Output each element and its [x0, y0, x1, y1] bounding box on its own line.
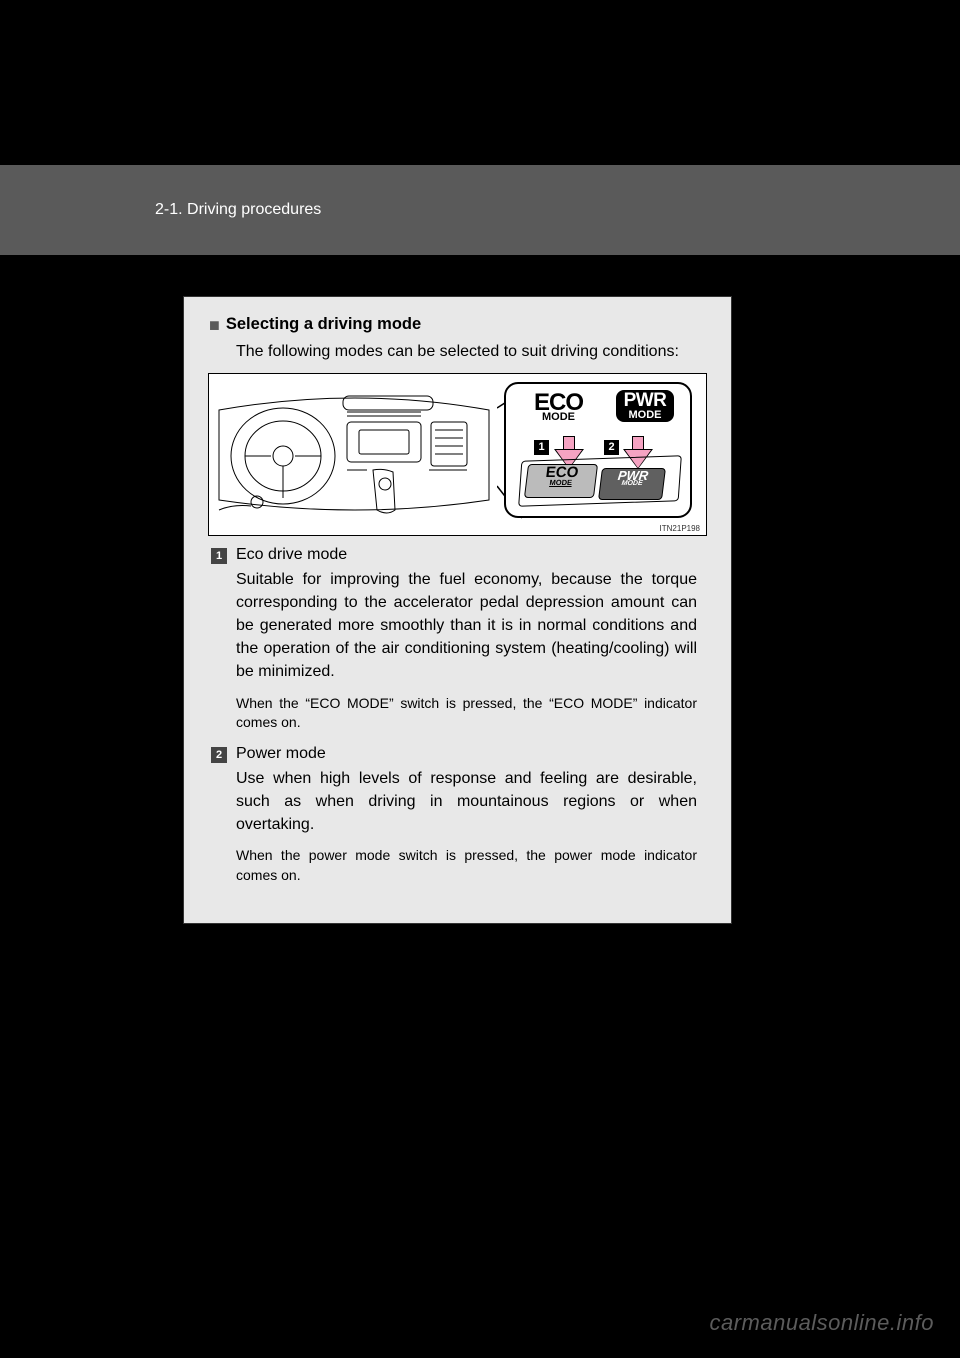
eco-text: ECO [534, 392, 583, 414]
dashboard-lineart [215, 380, 493, 530]
list-item: 1 Eco drive mode [184, 546, 731, 564]
number-marker-2: 2 [211, 747, 227, 763]
pwr-btn-line1: PWR [601, 470, 664, 481]
pwr-mode-button: PWR MODE [598, 468, 666, 500]
square-bullet-icon: ■ [209, 315, 220, 337]
list-item: 2 Power mode [184, 745, 731, 763]
content-panel: ■ Selecting a driving mode The following… [183, 296, 732, 924]
section-header: 2-1. Driving procedures [0, 165, 960, 255]
eco-drive-body: Suitable for improving the fuel economy,… [184, 568, 731, 684]
pwr-mode-text: MODE [616, 410, 674, 420]
intro-text: The following modes can be selected to s… [184, 343, 731, 361]
eco-drive-label: Eco drive mode [236, 546, 347, 564]
number-marker-1: 1 [211, 548, 227, 564]
callout-marker-1: 1 [534, 440, 549, 455]
watermark-text: carmanualsonline.info [709, 1310, 934, 1336]
section-title: Selecting a driving mode [226, 315, 421, 334]
power-mode-label: Power mode [236, 745, 326, 763]
pwr-mode-indicator: PWR MODE [616, 390, 674, 422]
pwr-text: PWR [616, 392, 674, 410]
eco-btn-line2: MODE [526, 479, 595, 485]
eco-mode-button: ECO MODE [524, 464, 598, 498]
pwr-btn-line2: MODE [601, 481, 664, 487]
diagram-ref-id: ITN21P198 [660, 524, 700, 533]
dashboard-diagram: ECO MODE PWR MODE 1 2 E [208, 373, 707, 536]
mode-buttons-panel: ECO MODE PWR MODE [522, 460, 680, 504]
breadcrumb: 2-1. Driving procedures [155, 201, 321, 219]
eco-drive-note: When the “ECO MODE” switch is pressed, t… [184, 694, 731, 733]
power-mode-note: When the power mode switch is pressed, t… [184, 846, 731, 885]
mode-callout-panel: ECO MODE PWR MODE 1 2 E [504, 382, 692, 518]
section-title-row: ■ Selecting a driving mode [184, 315, 731, 337]
power-mode-body: Use when high levels of response and fee… [184, 767, 731, 837]
callout-marker-2: 2 [604, 440, 619, 455]
eco-mode-indicator: ECO MODE [534, 392, 583, 423]
